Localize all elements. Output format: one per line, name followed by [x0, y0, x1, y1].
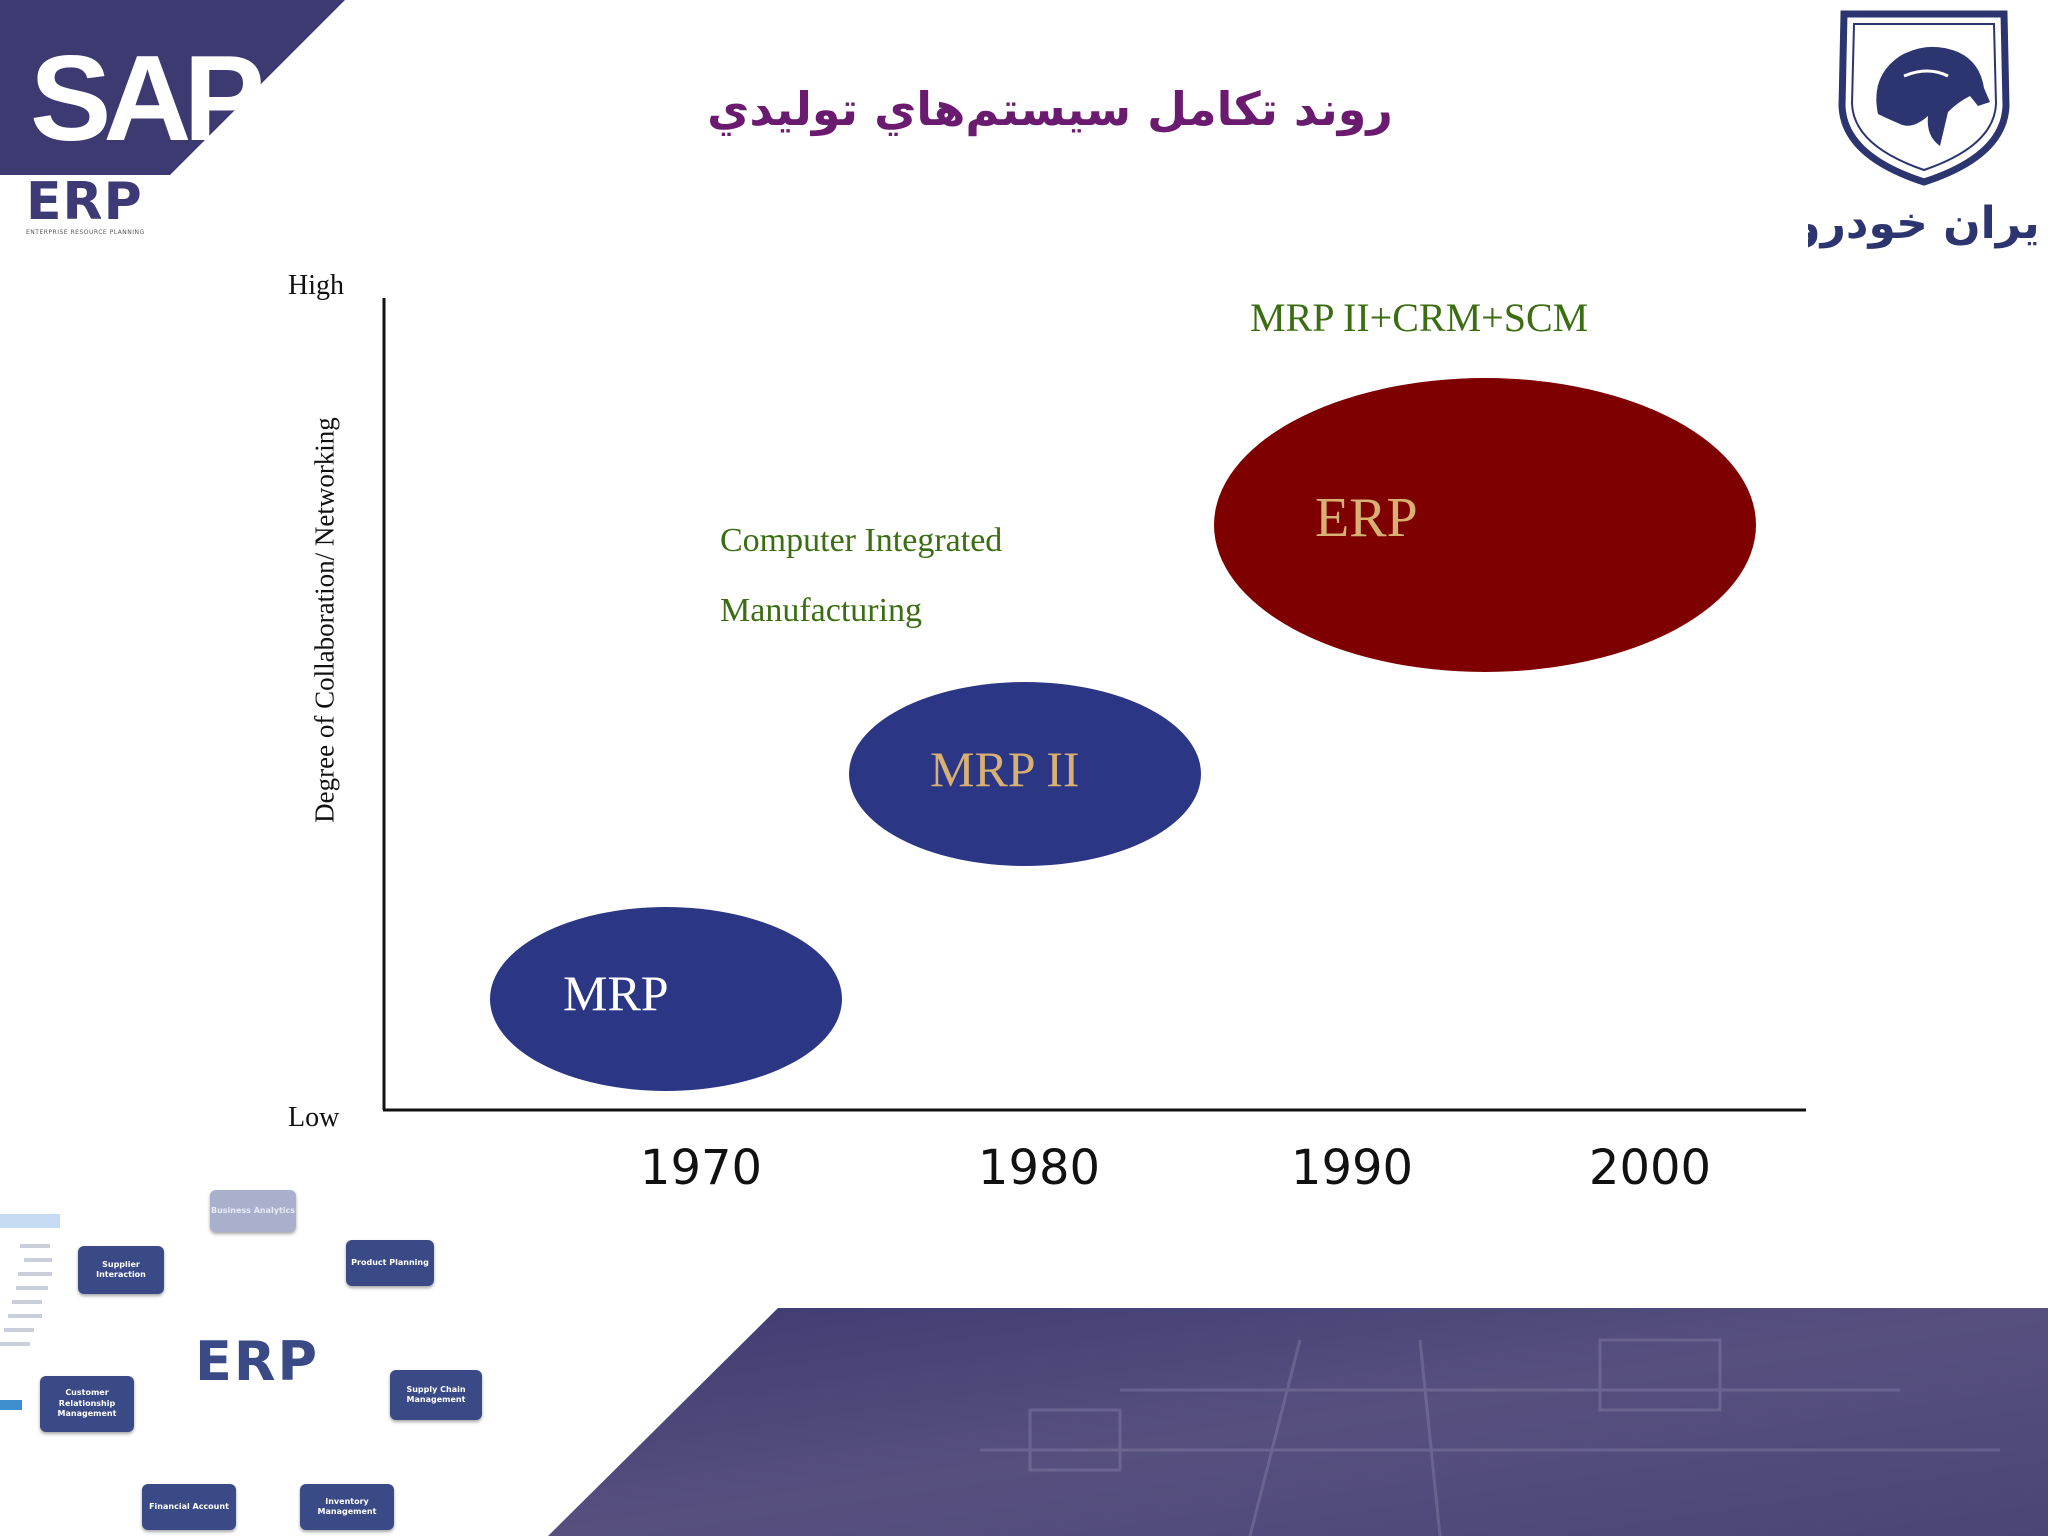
stage-layer: MRP MRP II ERP	[490, 378, 1756, 1091]
stage-label-mrp-ii: MRP II	[930, 741, 1080, 797]
slide-title: روند تكامل سيستم‌هاي توليدي	[707, 82, 1393, 136]
bottom-band	[548, 1308, 2048, 1536]
x-tick-1970: 1970	[639, 1140, 763, 1196]
erp-logo-text: ERP	[26, 172, 143, 232]
faded-list-decoration	[0, 1214, 60, 1410]
horse-head-icon	[1876, 46, 1990, 146]
y-axis-title: Degree of Collaboration/ Networking	[309, 417, 340, 823]
x-tick-2000: 2000	[1588, 1140, 1712, 1196]
module-supply-chain-management: Supply Chain Management	[390, 1370, 482, 1420]
sap-logo: SAP	[0, 0, 345, 175]
y-axis-low-label: Low	[288, 1102, 340, 1133]
y-axis-high-label: High	[288, 270, 344, 301]
stage-label-mrp: MRP	[563, 965, 669, 1021]
stage-ellipse-mrp	[490, 907, 842, 1091]
module-financial-account: Financial Account	[142, 1484, 236, 1530]
cim-annotation-line1: Computer Integrated	[720, 522, 1003, 559]
erp-components-annotation: MRP II+CRM+SCM	[1250, 295, 1589, 340]
stage-ellipse-erp	[1214, 378, 1756, 672]
x-tick-1990: 1990	[1290, 1140, 1414, 1196]
x-tick-1980: 1980	[977, 1140, 1101, 1196]
module-product-planning: Product Planning	[346, 1240, 434, 1286]
erp-center-label: ERP	[195, 1330, 320, 1393]
module-business-analytics: Business Analytics	[210, 1190, 296, 1232]
module-inventory-management: Inventory Management	[300, 1484, 394, 1530]
erp-logo-subtext: ENTERPRISE RESOURCE PLANNING	[26, 229, 145, 236]
sap-logo-text: SAP	[30, 30, 261, 166]
stage-ellipse-mrp-ii	[849, 682, 1201, 866]
module-customer-relationship-management: Customer Relationship Management	[40, 1376, 134, 1432]
cim-annotation-line2: Manufacturing	[720, 592, 923, 629]
company-logo-text: ايران خودرو	[1808, 198, 2040, 249]
module-supplier-interaction: Supplier Interaction	[78, 1246, 164, 1294]
iran-khodro-logo: ايران خودرو	[1808, 10, 2040, 249]
stage-label-erp: ERP	[1315, 487, 1418, 549]
